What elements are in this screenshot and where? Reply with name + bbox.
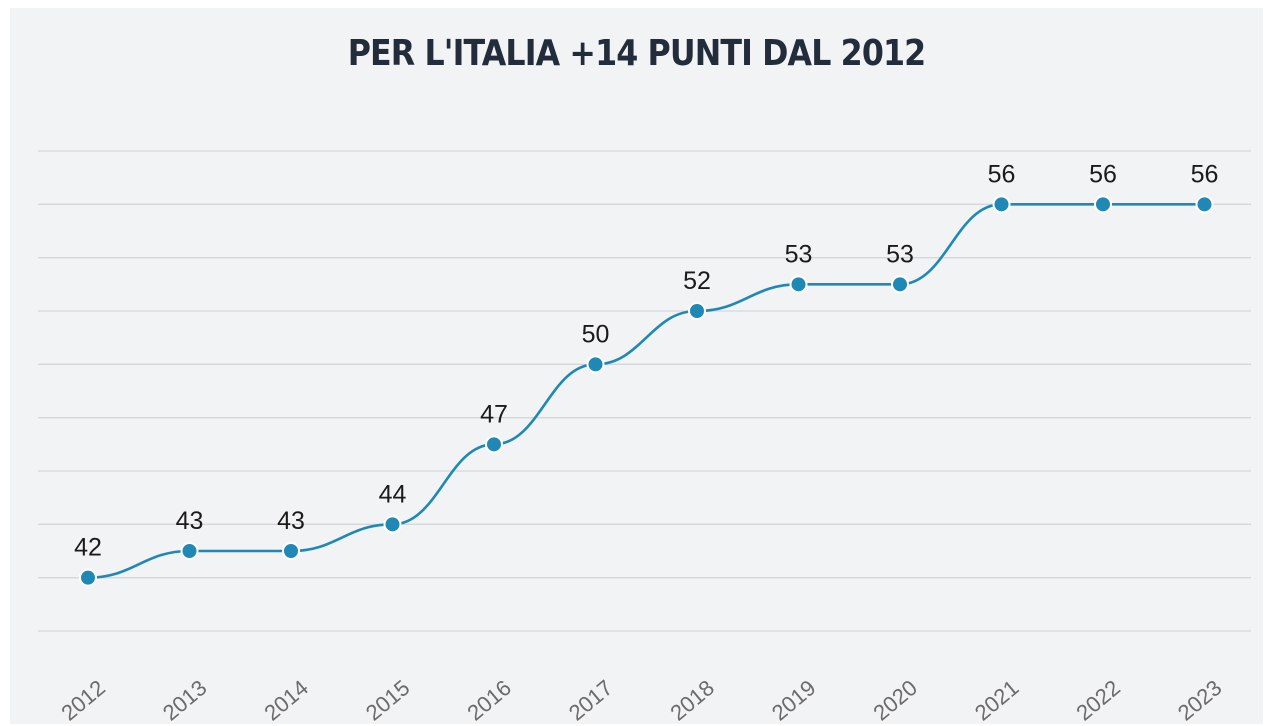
series-line [87,203,1205,579]
data-point [992,195,1011,214]
data-point [282,542,300,560]
data-point [79,568,97,587]
data-label: 43 [176,507,204,535]
data-point [383,515,402,534]
data-label: 42 [74,534,102,562]
data-label: 52 [683,267,711,295]
data-label: 43 [277,507,305,535]
data-label: 53 [886,240,914,268]
data-point [180,542,199,560]
data-point [789,275,808,294]
x-tick-label: 2020 [868,675,922,724]
x-tick-label: 2014 [259,675,313,724]
x-tick-label: 2021 [970,675,1024,724]
data-point [1094,195,1112,214]
data-point [485,435,503,454]
data-point [1195,195,1214,214]
x-tick-label: 2017 [564,675,618,724]
chart-title: PER L'ITALIA +14 PUNTI DAL 2012 [347,33,926,74]
x-tick-label: 2013 [158,675,212,724]
data-label: 56 [1191,160,1219,188]
data-label: 50 [582,320,610,348]
x-tick-label: 2019 [767,675,821,724]
x-tick-label: 2018 [665,675,719,724]
x-tick-label: 2022 [1071,675,1125,724]
data-point [586,355,605,374]
x-tick-label: 2012 [56,675,110,724]
data-label: 56 [1089,160,1117,188]
data-point [891,275,909,294]
chart-panel: PER L'ITALIA +14 PUNTI DAL 2012 42 43 43 44… [10,8,1263,724]
data-label: 53 [785,240,813,268]
x-tick-label: 2016 [462,675,516,724]
x-tick-label: 2023 [1173,675,1227,724]
data-label: 47 [480,400,508,428]
data-label: 56 [988,160,1016,188]
line-chart: 42 43 43 44 47 50 52 53 53 56 56 56 2012 2013 2014 2015… [38,150,1251,724]
data-label: 44 [379,480,407,508]
data-point [688,302,706,320]
x-tick-label: 2015 [361,675,415,724]
